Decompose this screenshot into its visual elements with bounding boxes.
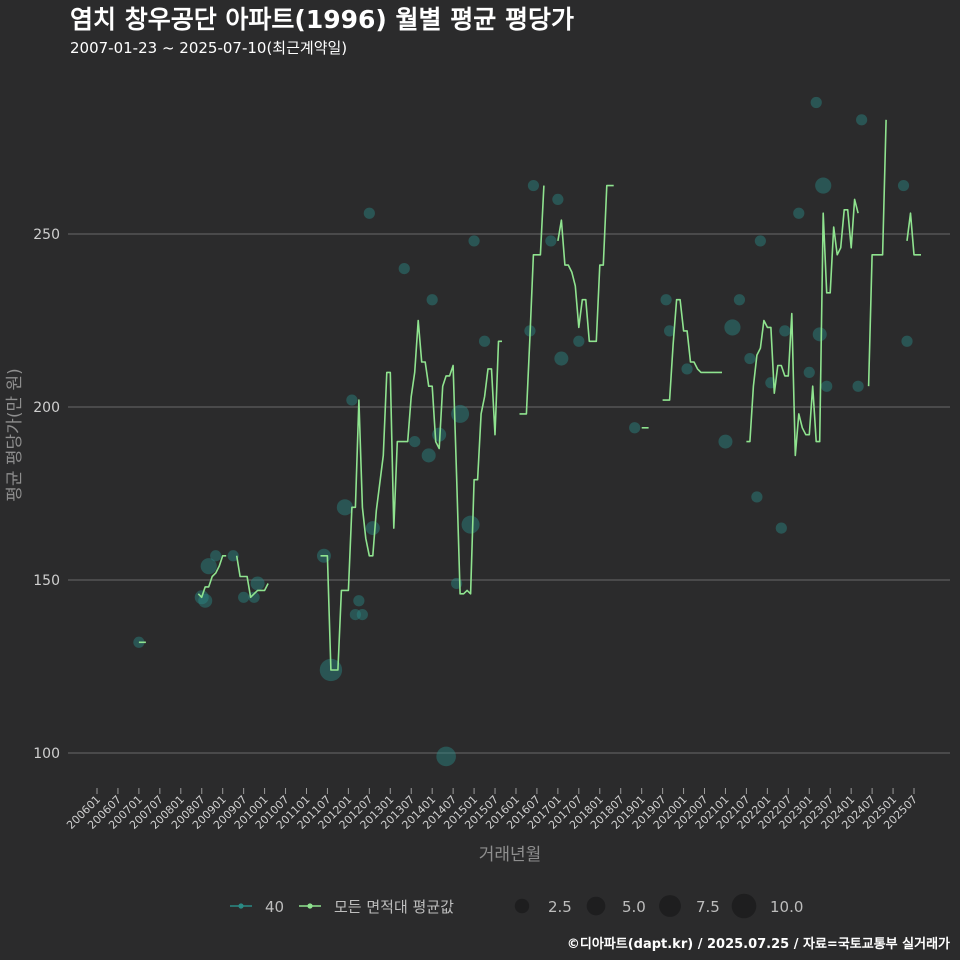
size-legend-label: 10.0 [770,898,803,916]
average-line-segment [906,212,921,256]
series-40-point [815,177,832,194]
legend-label-40: 40 [265,898,284,916]
series-40-point [398,263,410,275]
series-40-point [744,352,756,365]
series-40-point [200,558,217,575]
series-40-point [681,363,693,375]
legend: 40 모든 면적대 평균값 2.5 5.0 7.5 10.0 [230,893,803,919]
series-40-point [573,335,585,347]
average-line-segment [235,555,269,599]
series-40-point [663,325,676,337]
average-line-segment [662,298,722,401]
series-40-point [810,96,822,109]
series-40-point [733,294,746,306]
series-40-point [133,636,145,648]
series-40-point [451,404,470,423]
chart-title: 염치 창우공단 아파트(1996) 월별 평균 평당가 [70,5,574,34]
size-legend-label: 7.5 [696,898,720,916]
size-legend: 2.5 5.0 7.5 10.0 [514,893,803,919]
series-40-point [856,114,868,126]
size-legend-key [659,895,681,917]
x-axis-title: 거래년월 [479,845,542,865]
size-legend-label: 2.5 [548,898,572,916]
series-40-point [250,576,265,591]
series-40-point [751,491,763,503]
series-40-point [461,515,480,534]
x-axis: 2006012006072007012007072008012008072009… [64,788,920,832]
series-40-point [527,179,540,192]
series-40-point [210,550,222,562]
series-40-point [365,521,380,536]
y-axis-title: 평균 평당가(만 원) [5,368,25,502]
series-40-point [629,422,641,434]
source-caption: ©디아파트(dapt.kr) / 2025.07.25 / 자료=국토교통부 실… [567,936,950,952]
series-40-point [821,380,833,392]
series-40-point [812,327,827,342]
series-40-point [238,591,250,603]
series-40-point [478,335,491,347]
size-legend-key [514,898,530,914]
series-40-point [336,499,353,516]
series-40-point [552,193,564,205]
series-40-point [545,235,557,247]
series-40-point [349,609,361,621]
average-line-segment [746,198,859,457]
size-legend-key [586,896,606,916]
series-40-point [426,294,438,306]
series-40-point [421,448,436,463]
series-40-point [897,179,910,192]
series-40-point [356,609,368,621]
series-40-point [436,746,456,767]
series-40-point [409,436,421,448]
series-40-point [660,294,672,306]
average-line-segment [197,555,227,599]
series-40-point [227,550,239,562]
legend-label-average: 모든 면적대 평균값 [334,898,454,916]
y-tick-label: 150 [33,573,60,589]
legend-key-40-point [238,903,244,909]
size-legend-key [731,893,757,919]
series-40-point [852,380,864,392]
chart-subtitle: 2007-01-23 ~ 2025-07-10(최근계약일) [70,39,347,57]
series-average-line [138,119,921,671]
legend-key-average-point [307,903,313,909]
series-40-point [353,595,365,607]
y-tick-label: 200 [33,400,60,416]
y-tick-label: 250 [33,227,60,243]
series-40-point [779,325,791,337]
series-40-point [346,394,358,406]
average-line-segment [867,119,887,387]
y-gridlines [68,233,950,754]
series-40-point [724,319,741,336]
series-40-point [718,434,733,449]
series-40-point [468,235,480,247]
y-tick-label: 100 [33,746,60,762]
series-40-points [133,96,913,767]
average-line-segment [557,184,614,343]
series-40-point [754,235,766,247]
series-40-point [901,335,913,347]
series-40-point [775,522,787,534]
series-40-point [803,366,815,378]
size-legend-label: 5.0 [622,898,646,916]
series-40-point [793,207,805,219]
average-line-segment [519,185,545,415]
series-40-point [554,351,569,366]
average-line-segment [320,319,502,671]
series-40-point [248,591,260,603]
y-tick-labels: 100 150 200 250 [33,227,60,762]
series-40-point [363,207,375,219]
